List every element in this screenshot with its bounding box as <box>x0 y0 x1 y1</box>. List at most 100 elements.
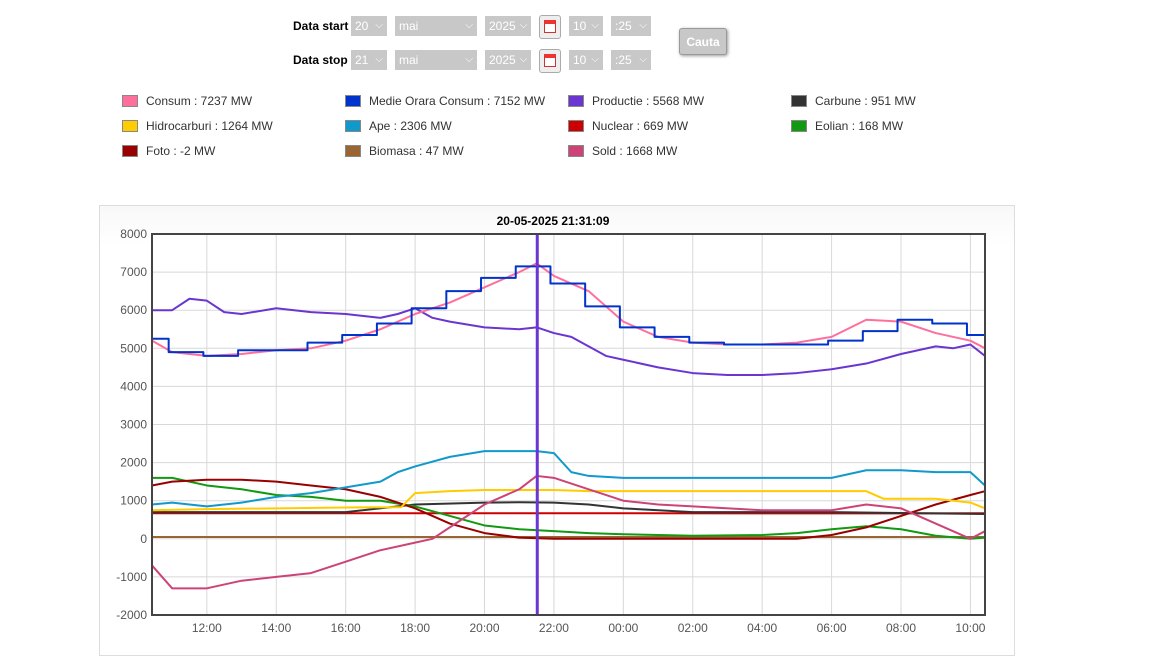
x-tick-label: 02:00 <box>678 621 708 635</box>
stop-row: Data stop 21 ⌵ mai ⌵ 2025 ⌵ 10 ⌵ :25 ⌵ <box>293 48 659 73</box>
x-tick-label: 08:00 <box>886 621 916 635</box>
start-day-select[interactable]: 20 ⌵ <box>351 16 387 36</box>
legend-label: Foto : -2 MW <box>146 144 216 158</box>
chevron-down-icon: ⌵ <box>639 54 647 65</box>
x-tick-label: 00:00 <box>608 621 638 635</box>
legend-item[interactable]: Biomasa : 47 MW <box>345 144 464 158</box>
value: mai <box>399 19 419 33</box>
legend-item[interactable]: Eolian : 168 MW <box>791 119 903 133</box>
legend-swatch <box>122 95 138 107</box>
y-tick-label: 6000 <box>120 303 147 317</box>
stop-hour-select[interactable]: 10 ⌵ <box>569 50 603 70</box>
legend-item[interactable]: Foto : -2 MW <box>122 144 215 158</box>
legend-item[interactable]: Sold : 1668 MW <box>568 144 677 158</box>
legend-item[interactable]: Carbune : 951 MW <box>791 94 916 108</box>
legend-swatch <box>345 120 361 132</box>
series-hidrocarburi <box>151 489 986 512</box>
legend-swatch <box>568 145 584 157</box>
x-tick-label: 14:00 <box>261 621 291 635</box>
start-hour-select[interactable]: 10 ⌵ <box>569 16 603 36</box>
series-sold <box>151 474 986 590</box>
start-month-select[interactable]: mai ⌵ <box>395 16 477 36</box>
value: 20 <box>355 19 369 33</box>
legend-item[interactable]: Nuclear : 669 MW <box>568 119 688 133</box>
legend-item[interactable]: Consum : 7237 MW <box>122 94 252 108</box>
value: 2025 <box>489 19 516 33</box>
legend-swatch <box>345 95 361 107</box>
start-minute-select[interactable]: :25 ⌵ <box>611 16 651 36</box>
value: 2025 <box>489 53 516 67</box>
y-tick-label: -1000 <box>116 570 147 584</box>
legend-label: Sold : 1668 MW <box>592 144 678 158</box>
chevron-down-icon: ⌵ <box>465 54 473 65</box>
x-tick-label: 20:00 <box>469 621 499 635</box>
legend-label: Ape : 2306 MW <box>369 119 452 133</box>
value: 10 <box>573 19 587 33</box>
legend-item[interactable]: Ape : 2306 MW <box>345 119 452 133</box>
series-medie-orara-consum <box>152 265 986 357</box>
legend-swatch <box>568 95 584 107</box>
stop-label: Data stop <box>293 53 348 67</box>
chevron-down-icon: ⌵ <box>519 20 528 31</box>
x-tick-label: 10:00 <box>955 621 985 635</box>
y-tick-label: -2000 <box>116 608 147 622</box>
legend-label: Eolian : 168 MW <box>815 119 904 133</box>
legend-label: Medie Orara Consum : 7152 MW <box>369 94 546 108</box>
chevron-down-icon: ⌵ <box>639 20 647 31</box>
stop-day-select[interactable]: 21 ⌵ <box>351 50 387 70</box>
legend-swatch <box>568 120 584 132</box>
x-tick-label: 16:00 <box>331 621 361 635</box>
legend-label: Carbune : 951 MW <box>815 94 916 108</box>
legend-label: Consum : 7237 MW <box>146 94 253 108</box>
series-ape <box>151 450 986 508</box>
value: mai <box>399 53 419 67</box>
y-tick-label: 4000 <box>120 379 147 393</box>
y-tick-label: 2000 <box>120 456 147 470</box>
search-button[interactable]: Cauta <box>679 28 727 55</box>
legend-item[interactable]: Productie : 5568 MW <box>568 94 704 108</box>
stop-year-select[interactable]: 2025 ⌵ <box>485 50 531 70</box>
value: 21 <box>355 53 369 67</box>
calendar-icon[interactable] <box>539 49 561 73</box>
x-tick-label: 12:00 <box>192 621 222 635</box>
chevron-down-icon: ⌵ <box>465 20 473 31</box>
y-tick-label: 7000 <box>120 265 147 279</box>
legend-label: Hidrocarburi : 1264 MW <box>146 119 273 133</box>
y-tick-label: 8000 <box>120 227 147 241</box>
legend-label: Nuclear : 669 MW <box>592 119 689 133</box>
legend-item[interactable]: Hidrocarburi : 1264 MW <box>122 119 273 133</box>
calendar-icon[interactable] <box>539 15 561 39</box>
y-tick-label: 0 <box>140 532 147 546</box>
x-tick-label: 06:00 <box>817 621 847 635</box>
x-tick-label: 22:00 <box>539 621 569 635</box>
y-tick-label: 3000 <box>120 418 147 432</box>
chevron-down-icon: ⌵ <box>591 20 599 31</box>
legend-item[interactable]: Medie Orara Consum : 7152 MW <box>345 94 545 108</box>
chevron-down-icon: ⌵ <box>591 54 599 65</box>
legend-swatch <box>122 145 138 157</box>
value: :25 <box>615 53 632 67</box>
x-tick-label: 18:00 <box>400 621 430 635</box>
plot-border <box>151 233 986 616</box>
value: 10 <box>573 53 587 67</box>
series-foto <box>151 478 986 540</box>
start-year-select[interactable]: 2025 ⌵ <box>485 16 531 36</box>
legend-swatch <box>122 120 138 132</box>
x-tick-label: 04:00 <box>747 621 777 635</box>
chevron-down-icon: ⌵ <box>375 54 383 65</box>
y-tick-label: 5000 <box>120 341 147 355</box>
stop-minute-select[interactable]: :25 ⌵ <box>611 50 651 70</box>
legend-swatch <box>791 120 807 132</box>
legend-swatch <box>791 95 807 107</box>
legend-label: Biomasa : 47 MW <box>369 144 464 158</box>
chevron-down-icon: ⌵ <box>519 54 528 65</box>
stop-month-select[interactable]: mai ⌵ <box>395 50 477 70</box>
y-tick-label: 1000 <box>120 494 147 508</box>
legend-label: Productie : 5568 MW <box>592 94 705 108</box>
start-label: Data start <box>293 19 349 33</box>
chevron-down-icon: ⌵ <box>375 20 383 31</box>
chart-title: 20-05-2025 21:31:09 <box>497 214 610 228</box>
series-productie <box>152 297 986 376</box>
start-row: Data start 20 ⌵ mai ⌵ 2025 ⌵ 10 ⌵ :25 ⌵ <box>293 14 659 39</box>
